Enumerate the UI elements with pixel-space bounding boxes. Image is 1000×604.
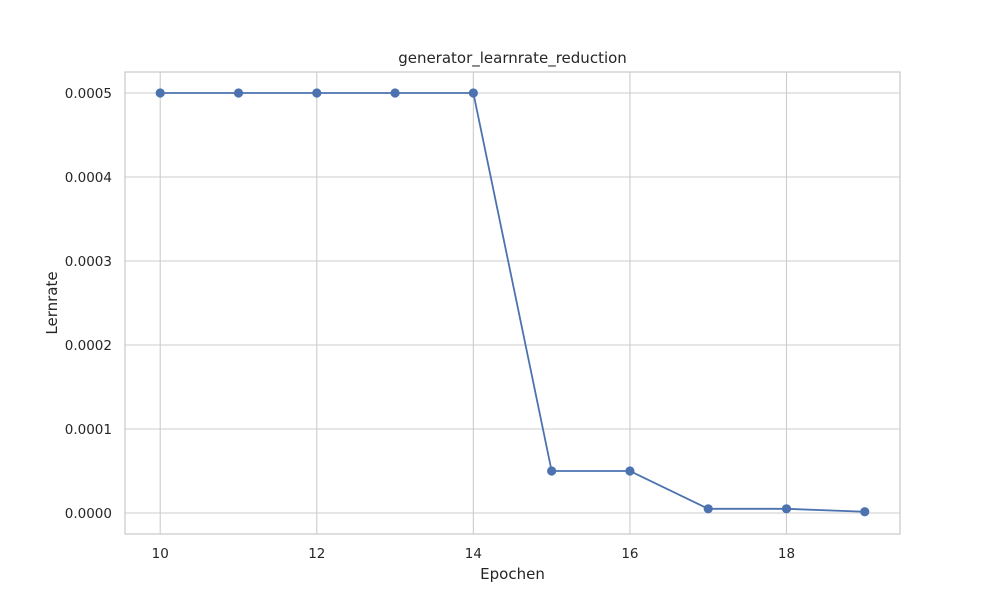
y-tick-label: 0.0002 xyxy=(65,338,112,354)
y-tick-labels: 0.0000 0.0001 0.0002 0.0003 0.0004 0.0005 xyxy=(65,86,112,522)
data-point xyxy=(390,88,400,98)
data-point xyxy=(155,88,165,98)
data-point xyxy=(703,504,713,514)
x-tick-label: 12 xyxy=(308,546,325,562)
x-axis-label: Epochen xyxy=(480,565,545,583)
data-point xyxy=(312,88,322,98)
chart-title: generator_learnrate_reduction xyxy=(398,49,627,68)
series-line xyxy=(160,92,865,513)
y-tick-label: 0.0004 xyxy=(65,170,112,186)
x-tick-label: 16 xyxy=(621,546,638,562)
data-point xyxy=(233,88,244,98)
x-tick-label: 10 xyxy=(152,546,169,562)
x-tick-labels: 10 12 14 16 18 xyxy=(152,546,795,562)
grid xyxy=(125,72,900,534)
y-tick-label: 0.0003 xyxy=(65,254,112,270)
x-tick-label: 14 xyxy=(465,546,482,562)
y-tick-label: 0.0001 xyxy=(65,422,112,438)
data-point xyxy=(468,88,478,98)
data-point xyxy=(547,466,557,476)
y-tick-label: 0.0005 xyxy=(65,86,112,102)
series-layer xyxy=(155,88,870,517)
plot-frame xyxy=(124,71,901,535)
data-point xyxy=(781,504,792,514)
y-tick-label: 0.0000 xyxy=(65,506,112,522)
x-tick-label: 18 xyxy=(778,546,795,562)
data-point xyxy=(860,507,870,517)
y-axis-label: Lernrate xyxy=(43,271,61,334)
data-point xyxy=(625,466,635,476)
